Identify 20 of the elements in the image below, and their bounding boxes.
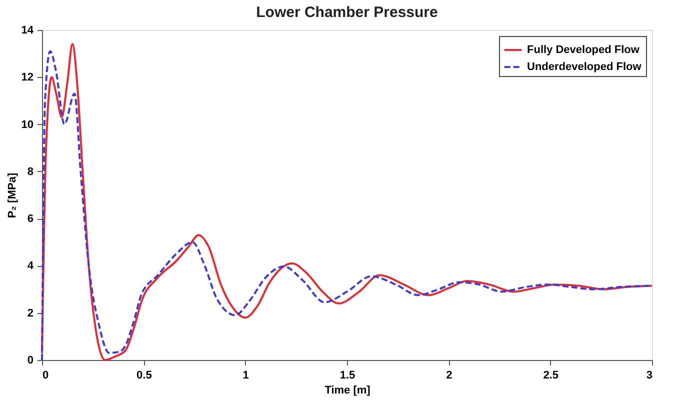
x-tick-label: 0 — [42, 370, 49, 382]
chart-title: Lower Chamber Pressure — [256, 4, 438, 21]
y-tick-label: 8 — [27, 166, 34, 178]
x-tick-label: 2.5 — [543, 370, 558, 382]
y-tick-label: 10 — [21, 118, 34, 131]
y-tick-label: 6 — [27, 213, 34, 226]
x-tick-label: 0.5 — [136, 370, 152, 382]
y-tick-label: 2 — [27, 307, 34, 320]
y-tick-label: 14 — [21, 24, 34, 36]
x-tick-label: 1 — [242, 370, 249, 382]
y-tick-label: 4 — [27, 260, 34, 272]
y-tick-label: 0 — [27, 354, 34, 366]
legend-label: Underdeveloped Flow — [527, 61, 642, 73]
x-tick-label: 1.5 — [340, 370, 356, 382]
legend-label: Fully Developed Flow — [527, 44, 640, 56]
y-axis-title: P₂ [MPa] — [6, 172, 18, 218]
x-tick-label: 3 — [646, 370, 652, 382]
x-axis-title: Time [m] — [324, 384, 371, 396]
y-tick-label: 12 — [21, 72, 34, 84]
x-tick-label: 2 — [446, 370, 452, 382]
